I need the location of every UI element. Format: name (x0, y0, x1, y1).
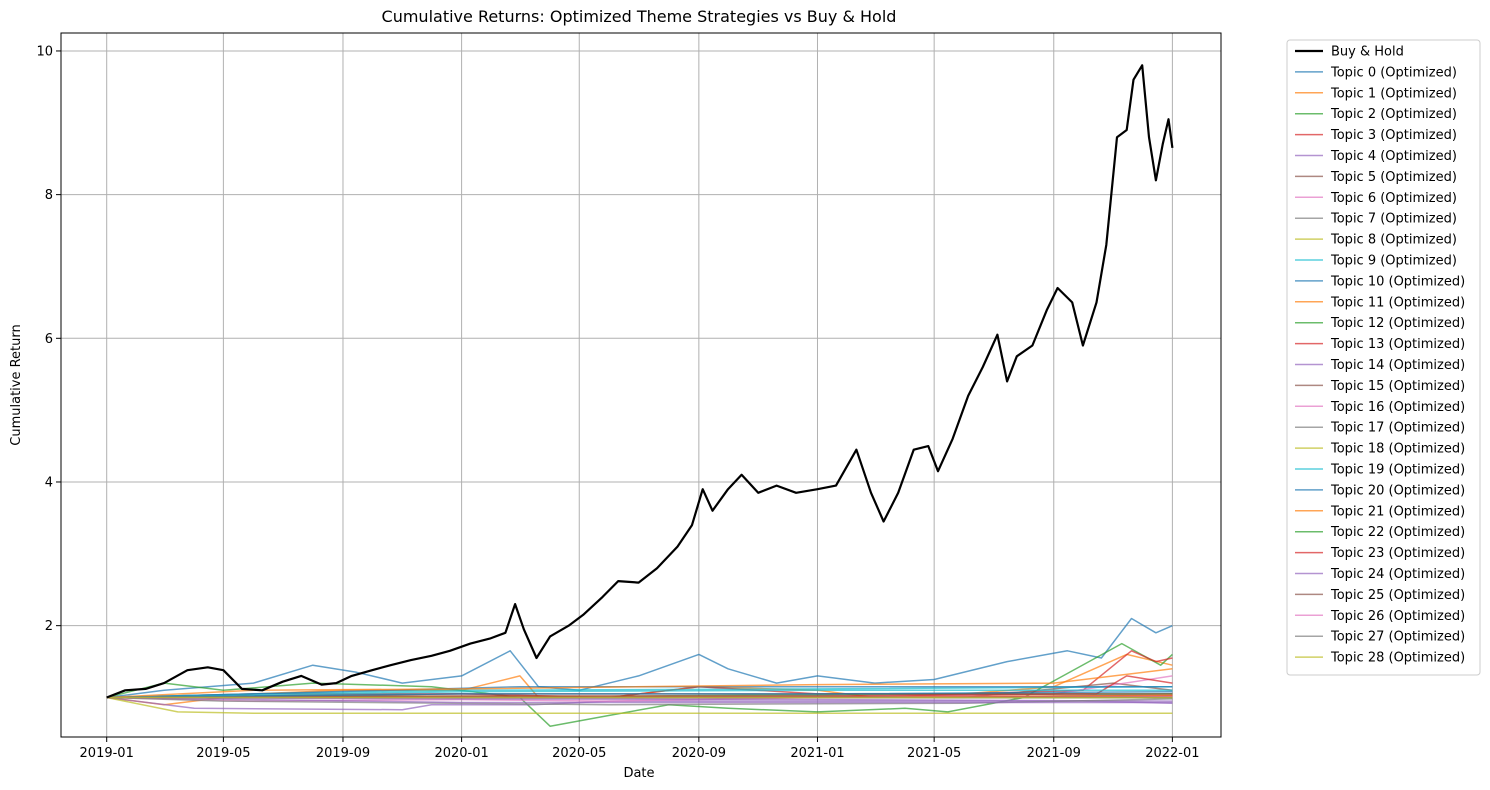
legend-label: Topic 22 (Optimized) (1330, 525, 1465, 540)
legend-label: Topic 10 (Optimized) (1330, 274, 1465, 289)
legend-label: Topic 15 (Optimized) (1330, 379, 1465, 394)
legend-label: Topic 1 (Optimized) (1330, 86, 1457, 101)
plot-frame (60, 32, 1222, 738)
legend-label: Topic 19 (Optimized) (1330, 463, 1465, 478)
legend-label: Topic 2 (Optimized) (1330, 107, 1457, 122)
grid-lines (61, 33, 1221, 737)
legend-label: Topic 9 (Optimized) (1330, 254, 1457, 269)
series-line (106, 685, 1173, 699)
series-line (106, 696, 1173, 704)
chart-title: Cumulative Returns: Optimized Theme Stra… (382, 7, 897, 26)
series-line (106, 690, 1173, 699)
legend-label: Topic 14 (Optimized) (1330, 358, 1465, 373)
x-tick-label: 2021-09 (1027, 746, 1081, 761)
x-tick-label: 2021-05 (907, 746, 961, 761)
x-axis-label: Date (623, 766, 654, 781)
x-tick-label: 2021-01 (790, 746, 844, 761)
axis-ticks: 2019-01 2019-05 2019-09 2020-01 2020-05 2020-… (36, 44, 1199, 761)
x-tick-label: 2019-01 (80, 746, 134, 761)
series-line (106, 617, 1173, 699)
legend-label: Topic 28 (Optimized) (1330, 651, 1465, 666)
legend-label: Topic 0 (Optimized) (1330, 65, 1457, 80)
legend-label: Topic 3 (Optimized) (1330, 128, 1457, 143)
legend-label: Buy & Hold (1331, 45, 1404, 60)
series-lines (106, 64, 1174, 727)
legend-label: Topic 27 (Optimized) (1330, 630, 1465, 645)
y-tick-label: 6 (45, 332, 53, 347)
y-tick-label: 2 (45, 619, 53, 634)
x-tick-label: 2019-05 (196, 746, 250, 761)
y-tick-label: 8 (45, 188, 53, 203)
series-line (106, 689, 1173, 699)
legend-label: Topic 24 (Optimized) (1330, 567, 1465, 582)
x-tick-label: 2019-09 (316, 746, 370, 761)
series-line (106, 64, 1174, 699)
legend-label: Topic 4 (Optimized) (1330, 149, 1457, 164)
legend-label: Topic 13 (Optimized) (1330, 337, 1465, 352)
x-tick-label: 2020-05 (552, 746, 606, 761)
x-tick-label: 2020-01 (434, 746, 488, 761)
legend-label: Topic 20 (Optimized) (1330, 483, 1465, 498)
legend-label: Topic 21 (Optimized) (1330, 504, 1465, 519)
legend-label: Topic 25 (Optimized) (1330, 588, 1465, 603)
legend: Buy & Hold Topic 0 (Optimized) Topic 1 (Op… (1286, 39, 1481, 676)
legend-label: Topic 7 (Optimized) (1330, 212, 1457, 227)
legend-label: Topic 11 (Optimized) (1330, 295, 1465, 310)
legend-label: Topic 23 (Optimized) (1330, 546, 1465, 561)
y-axis-label: Cumulative Return (9, 324, 24, 445)
y-tick-label: 10 (36, 44, 53, 59)
legend-box (1286, 39, 1481, 676)
legend-label: Topic 18 (Optimized) (1330, 442, 1465, 457)
series-line (106, 675, 1173, 699)
x-tick-label: 2020-09 (672, 746, 726, 761)
series-line (106, 696, 1173, 715)
series-line (106, 668, 1173, 699)
legend-label: Topic 6 (Optimized) (1330, 191, 1457, 206)
y-tick-label: 4 (45, 475, 53, 490)
legend-label: Topic 26 (Optimized) (1330, 609, 1465, 624)
legend-label: Topic 12 (Optimized) (1330, 316, 1465, 331)
legend-label: Topic 8 (Optimized) (1330, 233, 1457, 248)
x-tick-label: 2022-01 (1145, 746, 1199, 761)
legend-label: Topic 5 (Optimized) (1330, 170, 1457, 185)
legend-label: Topic 16 (Optimized) (1330, 400, 1465, 415)
legend-label: Topic 17 (Optimized) (1330, 421, 1465, 436)
